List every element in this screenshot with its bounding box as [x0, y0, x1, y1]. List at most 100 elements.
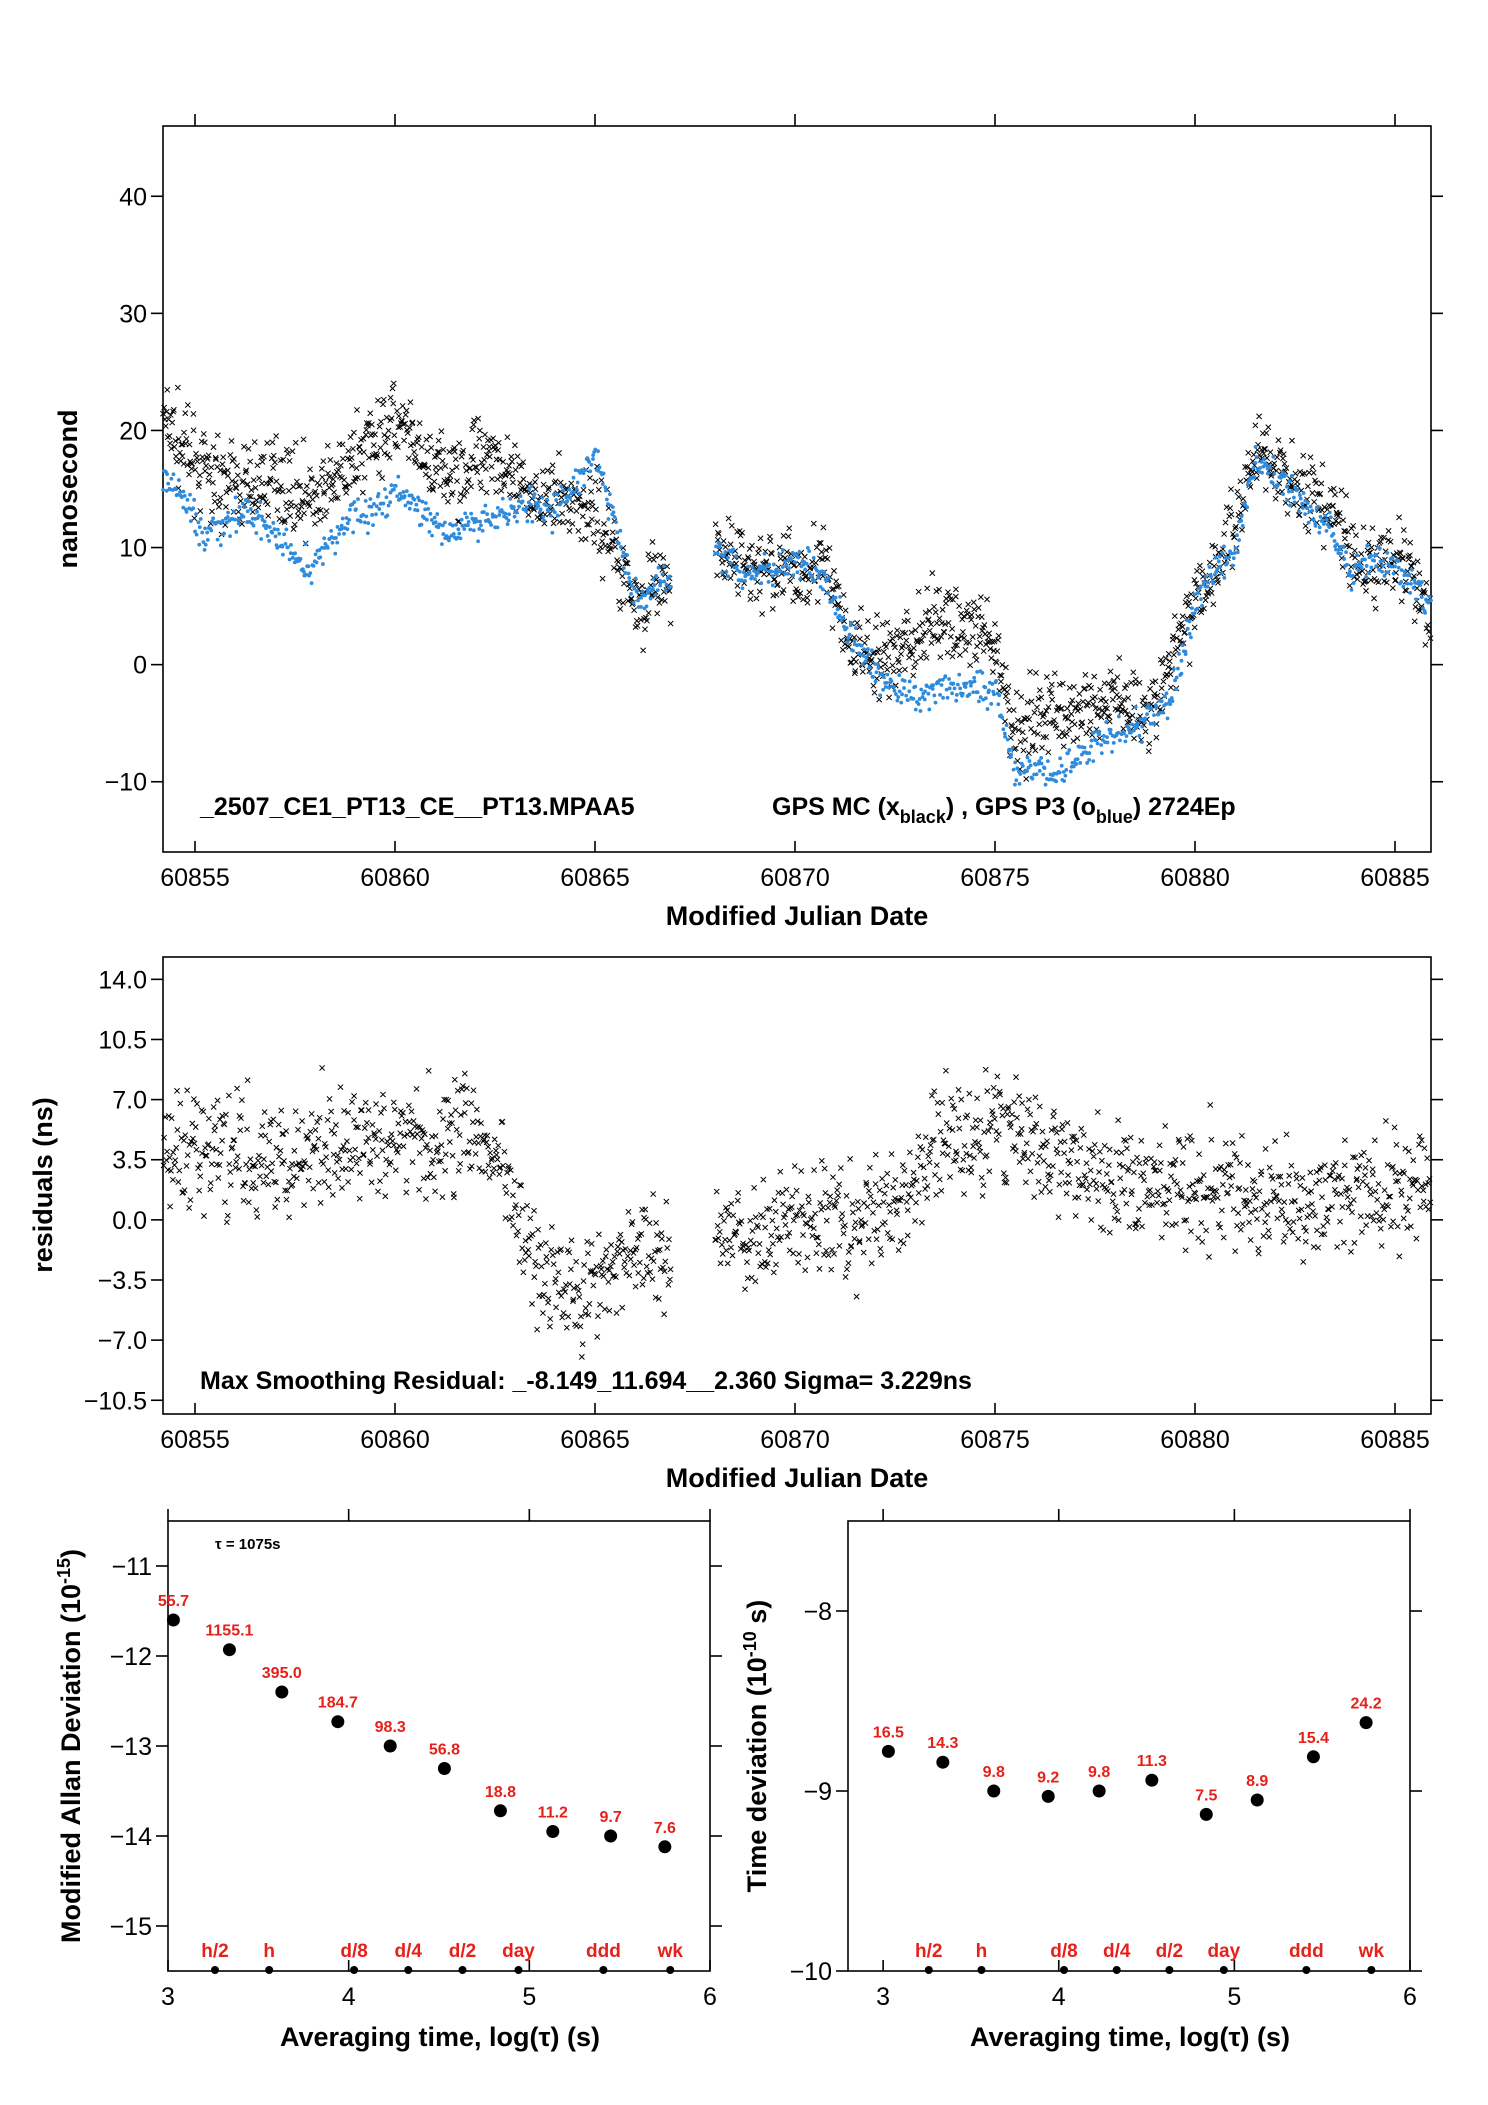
data-point: [515, 1228, 521, 1235]
data-point: [187, 1197, 194, 1203]
data-point: [255, 504, 262, 511]
data-point: [899, 1162, 906, 1169]
data-point: [731, 547, 736, 552]
data-point: [1269, 1176, 1276, 1182]
data-point: [372, 431, 378, 438]
data-point: [889, 662, 896, 669]
data-point: [1240, 495, 1247, 502]
data-point: [482, 1168, 489, 1175]
data-point: [734, 582, 741, 589]
data-point: [1343, 492, 1350, 499]
data-point: [542, 518, 547, 523]
data-point: [1214, 1194, 1221, 1201]
data-point: [873, 662, 878, 666]
data-point: [469, 511, 474, 516]
data-point: [595, 528, 601, 535]
data-point: [1122, 731, 1126, 736]
data-point: [202, 547, 207, 552]
data-point: [219, 1137, 226, 1144]
data-point: [1253, 1194, 1260, 1201]
data-point: [188, 460, 194, 467]
data-point: [966, 639, 973, 646]
point-value-label: 18.8: [485, 1784, 516, 1801]
data-point: [750, 574, 754, 579]
y-tick-label: 30: [119, 300, 147, 328]
data-point: [933, 700, 938, 705]
data-point: [810, 520, 817, 527]
data-point: [741, 570, 746, 575]
data-point: [371, 1132, 378, 1139]
data-point: [1342, 1188, 1349, 1195]
data-point: [203, 542, 208, 547]
data-point: [352, 500, 357, 504]
data-point: [161, 487, 166, 492]
data-point: [1025, 1155, 1031, 1162]
data-point: [798, 577, 803, 582]
data-point: [1336, 510, 1343, 517]
data-point: [1340, 1239, 1347, 1246]
data-point: [286, 457, 293, 464]
data-point: [1118, 700, 1125, 707]
data-point: [1105, 680, 1112, 687]
data-point: [862, 1220, 869, 1226]
data-point: [1355, 553, 1359, 557]
data-point: [1425, 628, 1432, 635]
data-point: [1296, 509, 1301, 514]
data-point: [962, 646, 969, 653]
data-point: [1291, 495, 1296, 500]
data-point: [632, 1283, 639, 1290]
data-point: [1275, 437, 1282, 444]
data-point: [325, 1167, 332, 1174]
data-point: [989, 638, 996, 645]
data-point: [810, 574, 815, 579]
data-point: [1114, 674, 1121, 681]
data-point: [1053, 725, 1060, 732]
data-point: [165, 472, 170, 476]
data-point: [465, 1148, 472, 1155]
data-point: [584, 521, 591, 528]
data-point: [1376, 1217, 1382, 1224]
data-point: [630, 1249, 637, 1256]
data-point: [1115, 1217, 1122, 1224]
data-point: [919, 620, 926, 627]
data-point: [232, 509, 236, 514]
data-point: [773, 1225, 780, 1232]
data-point: [1293, 1175, 1300, 1182]
data-point: [1284, 510, 1291, 517]
data-point: [422, 1196, 429, 1202]
data-point: [423, 1141, 430, 1148]
data-point: [978, 695, 983, 700]
time-marker-label: h: [976, 1941, 988, 1962]
data-point: [892, 1195, 899, 1202]
data-point: [238, 521, 245, 527]
data-point: [1260, 450, 1267, 457]
data-point: [646, 591, 650, 595]
time-marker-label: h/2: [915, 1941, 942, 1962]
data-point: [1125, 1164, 1132, 1171]
data-point: [559, 519, 566, 526]
y-axis-title: Modified Allan Deviation (10-15): [54, 1549, 86, 1943]
data-point: [416, 495, 420, 500]
data-point: [724, 570, 729, 574]
data-point: [530, 519, 535, 524]
data-point: [370, 442, 377, 449]
data-point: [339, 1184, 345, 1191]
data-point: [1313, 1180, 1319, 1187]
data-point: [1228, 1183, 1235, 1189]
data-point: [639, 583, 646, 589]
data-point: [1388, 1223, 1394, 1230]
data-point: [789, 1193, 796, 1200]
data-point: [1180, 1143, 1187, 1150]
data-point: [567, 507, 574, 513]
data-point: [1306, 469, 1313, 476]
data-point: [1219, 571, 1224, 575]
data-point: [621, 550, 626, 555]
data-point: [1275, 1198, 1282, 1205]
data-point: [270, 530, 275, 535]
data-point: [1381, 1206, 1388, 1213]
data-point: [581, 501, 588, 508]
data-point: [956, 603, 963, 609]
data-point: [374, 452, 381, 459]
data-point: [595, 1231, 602, 1238]
data-point: [1295, 487, 1300, 492]
